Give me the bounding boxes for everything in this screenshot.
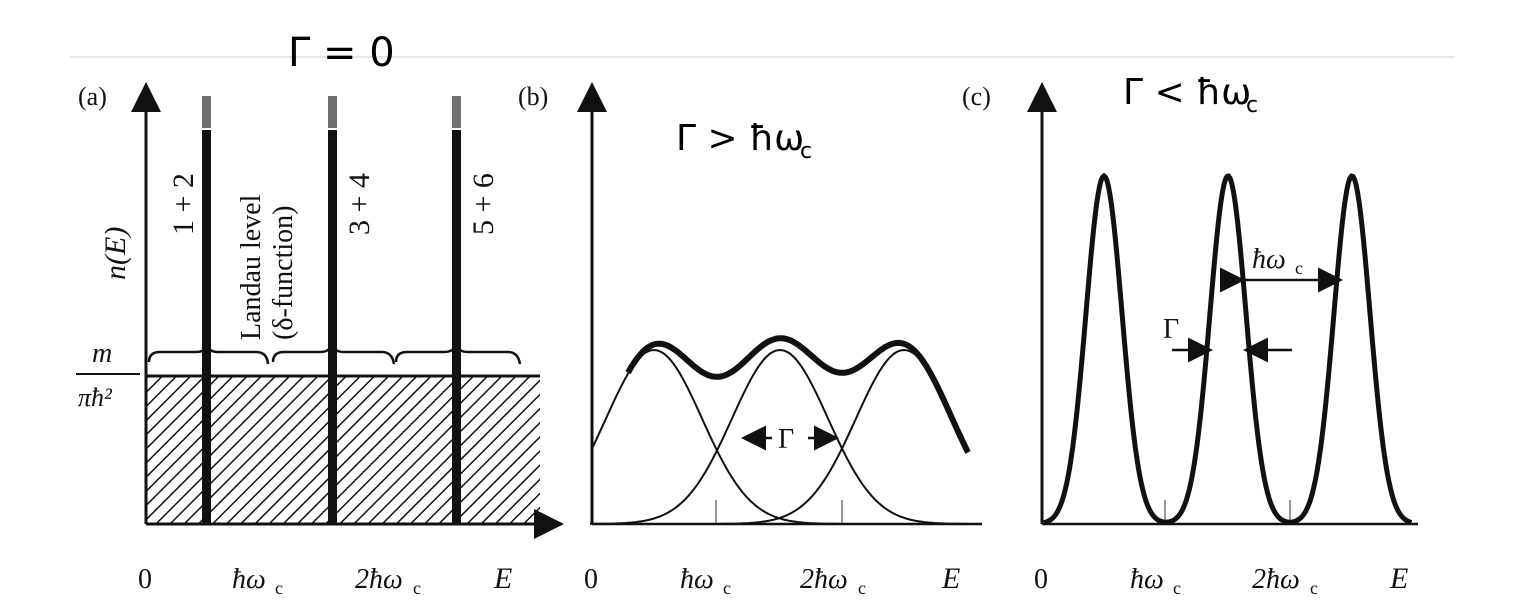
panel-c-tick-0: 0 xyxy=(1034,564,1048,595)
panel-c-total-dos xyxy=(1043,172,1413,526)
handwritten-gamma-less: Γ < ħω c xyxy=(1123,72,1258,118)
panel-a-level-label-2: 3 + 4 xyxy=(343,173,376,235)
svg-text:c: c xyxy=(1246,93,1258,118)
svg-text:c: c xyxy=(1173,578,1181,598)
panel-b-peak-2 xyxy=(590,348,968,525)
svg-text:c: c xyxy=(275,578,283,598)
panel-a: (a) n(E) m πħ² 1 + 2 3 + 4 5 xyxy=(76,82,564,598)
panel-a-ylabel: n(E) xyxy=(99,227,132,280)
panel-b-total-dos xyxy=(625,335,971,454)
panel-a-level-2 xyxy=(328,96,337,524)
panel-c-spacing-label: ħω c xyxy=(1252,244,1303,278)
panel-a-tick-e: E xyxy=(493,562,512,595)
panel-c-tick-e: E xyxy=(1389,562,1408,595)
svg-text:Γ > ħω: Γ > ħω xyxy=(676,118,804,159)
svg-text:c: c xyxy=(858,578,866,598)
panel-b-tick-2: 2ħω c xyxy=(800,564,866,598)
panel-c-tag: (c) xyxy=(962,82,991,111)
panel-a-tag: (a) xyxy=(78,82,107,111)
svg-text:c: c xyxy=(1295,258,1303,278)
svg-text:c: c xyxy=(413,578,421,598)
panel-b-tick-e: E xyxy=(941,562,960,595)
panel-b-tick-0: 0 xyxy=(584,564,598,595)
panel-b-gamma: Γ xyxy=(778,424,794,455)
panel-a-level-3 xyxy=(452,96,461,524)
handwritten-gamma-zero: Γ = 0 xyxy=(288,30,395,76)
svg-text:2ħω: 2ħω xyxy=(800,564,848,595)
panel-a-tick-2: 2ħω c xyxy=(355,564,421,598)
panel-a-level-label-1: 1 + 2 xyxy=(167,173,200,235)
svg-text:c: c xyxy=(1310,578,1318,598)
panel-a-dos-num: m xyxy=(92,338,112,369)
svg-text:c: c xyxy=(800,139,812,164)
svg-text:c: c xyxy=(723,578,731,598)
svg-text:ħω: ħω xyxy=(680,564,714,595)
svg-text:2ħω: 2ħω xyxy=(1252,564,1300,595)
panel-a-level-label-3: 5 + 6 xyxy=(467,173,500,235)
panel-c-tick-1: ħω c xyxy=(1130,564,1181,598)
panel-b-tick-1: ħω c xyxy=(680,564,731,598)
handwritten-gamma-greater: Γ > ħω c xyxy=(676,118,812,164)
svg-text:Γ < ħω: Γ < ħω xyxy=(1123,72,1251,113)
svg-text:2ħω: 2ħω xyxy=(355,564,403,595)
panel-a-level-1 xyxy=(202,96,211,524)
panel-b-tag: (b) xyxy=(518,82,548,111)
svg-text:ħω: ħω xyxy=(1130,564,1164,595)
svg-text:ħω: ħω xyxy=(232,564,266,595)
panel-a-dos-den: πħ² xyxy=(78,383,113,412)
panel-a-delta-label: (δ-function) xyxy=(268,206,299,340)
panel-a-tick-1: ħω c xyxy=(232,564,283,598)
panel-c-tick-2: 2ħω c xyxy=(1252,564,1318,598)
svg-text:ħω: ħω xyxy=(1252,244,1286,275)
panel-c-gamma: Γ xyxy=(1163,314,1179,345)
panel-a-tick-0: 0 xyxy=(138,564,152,595)
panel-a-landau-label: Landau level xyxy=(236,194,267,340)
panel-c: (c) ħω c Γ 0 ħω c 2ħω c E xyxy=(962,82,1418,598)
panel-b: (b) Γ 0 ħω c 2ħω c E xyxy=(518,82,982,598)
panel-a-dos-area xyxy=(146,376,540,524)
